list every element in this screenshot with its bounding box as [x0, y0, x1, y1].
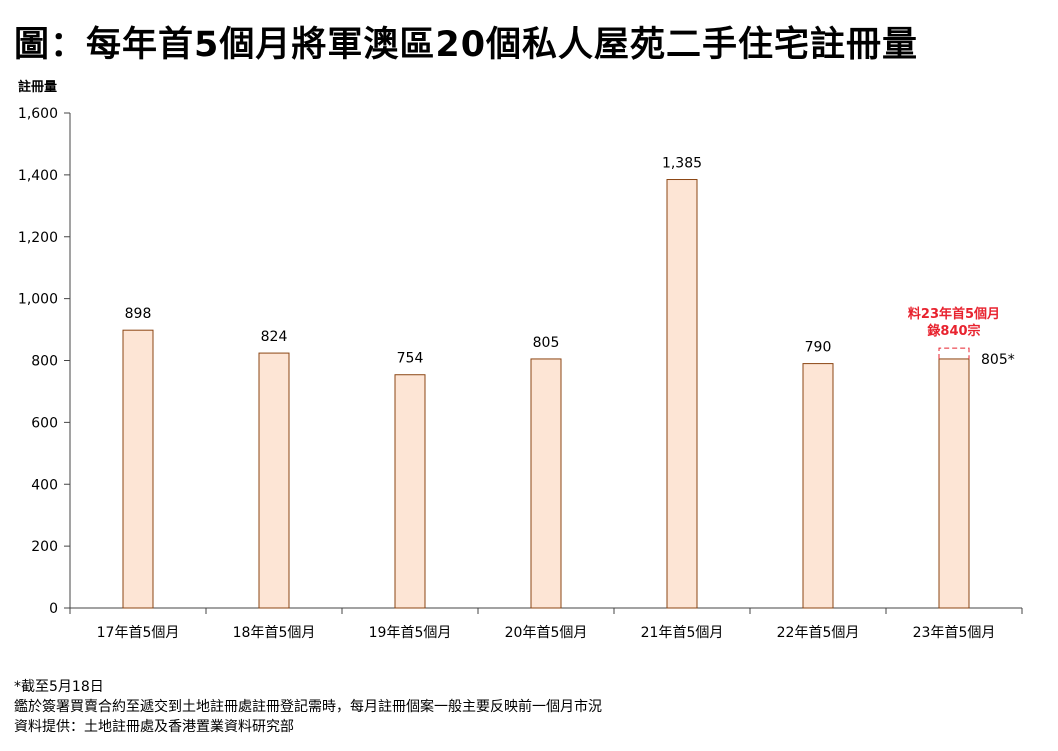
- x-tick-label: 21年首5個月: [641, 625, 724, 641]
- y-tick-label: 1,200: [18, 230, 58, 246]
- bar: [394, 374, 426, 609]
- y-axis: 註冊量 0 200 400 600 800 1,000 1,200 1,400 1,600: [18, 79, 71, 617]
- y-tick-label: 1,400: [18, 168, 58, 184]
- x-tick-label: 18年首5個月: [233, 625, 316, 641]
- bars: [122, 179, 970, 609]
- y-tick-label: 800: [31, 354, 58, 370]
- chart-title: 圖：每年首5個月將軍澳區20個私人屋苑二手住宅註冊量: [14, 25, 919, 65]
- projection-label-line1: 料23年首5個月: [908, 306, 1000, 322]
- x-tick-label: 17年首5個月: [97, 625, 180, 641]
- data-label: 805*: [981, 352, 1015, 368]
- footnote-cutoff: *截至5月18日: [14, 679, 104, 695]
- data-label: 805: [533, 335, 560, 351]
- x-axis: 17年首5個月 18年首5個月 19年首5個月 20年首5個月 21年首5個月 22年首5…: [69, 607, 1023, 641]
- footnote-source: 資料提供：土地註冊處及香港置業資料研究部: [14, 719, 294, 735]
- projection-outline: [938, 347, 970, 359]
- bar: [666, 179, 698, 609]
- y-tick-label: 0: [49, 601, 58, 617]
- bar: [802, 363, 834, 609]
- bar-chart: 註冊量 0 200 400 600 800 1,000 1,200 1,400 1,600 17年…: [18, 79, 1023, 641]
- y-tick-label: 1,600: [18, 106, 58, 122]
- data-label: 790: [805, 340, 832, 356]
- y-tick-label: 200: [31, 539, 58, 555]
- x-tick-label: 22年首5個月: [777, 625, 860, 641]
- bar: [938, 358, 970, 609]
- data-label: 898: [125, 306, 152, 322]
- footnotes: *截至5月18日 鑑於簽署買賣合約至遞交到土地註冊處註冊登記需時，每月註冊個案一…: [14, 677, 602, 737]
- x-tick-label: 23年首5個月: [913, 625, 996, 641]
- bar: [530, 358, 562, 609]
- bar: [122, 329, 154, 609]
- data-label: 824: [261, 329, 288, 345]
- data-labels: 898 824 754 805 1,385 790 805*: [125, 156, 1015, 368]
- y-tick-label: 1,000: [18, 292, 58, 308]
- x-tick-label: 20年首5個月: [505, 625, 588, 641]
- y-tick-label: 400: [31, 477, 58, 493]
- footnote-explanation: 鑑於簽署買賣合約至遞交到土地註冊處註冊登記需時，每月註冊個案一般主要反映前一個月…: [14, 699, 602, 715]
- y-tick-label: 600: [31, 415, 58, 431]
- bar: [258, 352, 290, 609]
- data-label: 754: [397, 351, 424, 367]
- x-tick-label: 19年首5個月: [369, 625, 452, 641]
- projection-label-line2: 錄840宗: [927, 323, 980, 339]
- y-axis-title: 註冊量: [18, 79, 57, 95]
- data-label: 1,385: [662, 156, 702, 172]
